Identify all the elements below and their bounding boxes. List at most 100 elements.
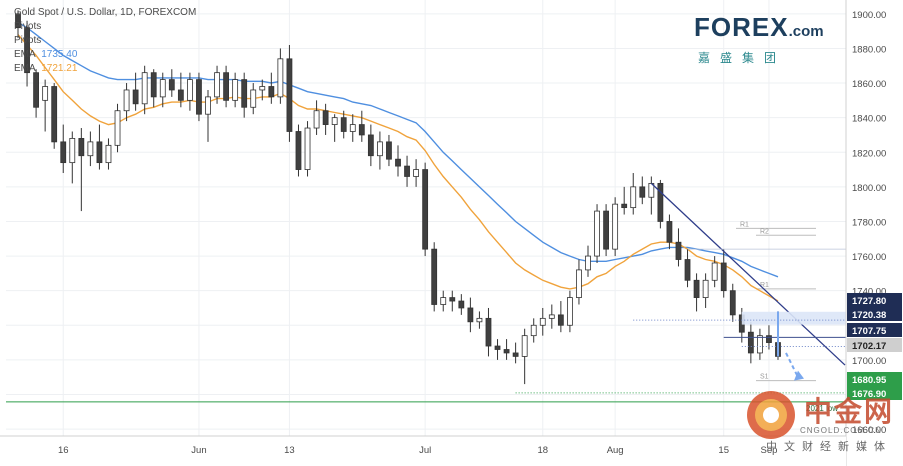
candle-body [78, 138, 85, 157]
candle-body [24, 27, 30, 74]
y-tick-label: 1800.00 [852, 183, 886, 194]
candle-body [639, 186, 646, 198]
price-tag-text: 1676.90 [852, 389, 886, 400]
candle-body [132, 89, 139, 105]
candle-body [205, 96, 211, 115]
candle-body [214, 72, 220, 98]
price-tag-text: 1680.95 [852, 375, 887, 386]
candle-body [223, 72, 229, 101]
candle-body [594, 210, 600, 257]
drawing-annotations [633, 182, 846, 381]
y-tick-label: 1760.00 [852, 252, 886, 263]
candle-body [295, 131, 302, 170]
candle-body [377, 141, 383, 157]
candle-body [476, 317, 483, 323]
candle-body [413, 169, 419, 177]
watermark-tagline: 中文财经新媒体 [766, 440, 892, 453]
price-tag-bg [847, 307, 902, 321]
candle-body [449, 297, 456, 302]
candle-body [367, 134, 374, 157]
price-tag-text: 1702.17 [852, 341, 886, 352]
candle-body [196, 79, 202, 115]
candle-body [141, 72, 148, 105]
candle-body [386, 141, 392, 160]
y-tick-label: 1900.00 [852, 10, 886, 21]
candle-body [675, 241, 682, 260]
candle-body [177, 89, 184, 101]
projection-arrow [785, 352, 799, 378]
candle-body [603, 210, 609, 250]
candle-body [422, 169, 429, 250]
candle-body [431, 248, 438, 305]
y-tick-label: 1780.00 [852, 217, 886, 228]
candlestick-series [15, 10, 781, 385]
price-tag-bg [847, 338, 902, 352]
candle-body [729, 290, 736, 316]
candle-body [232, 79, 239, 101]
pivot-label: S1 [760, 374, 769, 381]
downtrend-line [650, 182, 846, 366]
candle-body [711, 262, 718, 281]
candle-body [720, 262, 727, 292]
y-tick-label: 1740.00 [852, 287, 886, 298]
candle-body [548, 314, 555, 319]
candle-body [159, 79, 166, 98]
y-tick-label: 1660.00 [852, 425, 886, 436]
candle-body [60, 141, 67, 164]
candle-body [277, 58, 284, 98]
candle-body [404, 165, 410, 177]
pivots-indicator-1[interactable]: Pivots [14, 21, 42, 32]
x-tick-label: 15 [718, 445, 729, 456]
candle-body [42, 86, 49, 101]
cngold-logo-icon [747, 391, 795, 439]
ema-fast-indicator[interactable]: EMA 1721.21 [14, 62, 196, 76]
y-tick-label: 1860.00 [852, 79, 886, 90]
projection-arrow-head [794, 370, 804, 381]
support-label: 2021 low [806, 404, 838, 413]
candle-body [150, 72, 157, 98]
symbol-title[interactable]: Gold Spot / U.S. Dollar, 1D, FOREXCOM [14, 7, 197, 18]
x-tick-label: Aug [607, 445, 624, 456]
candle-body [747, 331, 754, 354]
candle-body [358, 124, 365, 136]
y-tick-label: 1880.00 [852, 44, 886, 55]
candle-body [250, 89, 257, 108]
candle-body [576, 269, 582, 298]
candle-body [621, 203, 628, 209]
logo-dotcom: .com [788, 23, 824, 40]
ema-fast-name: EMA [14, 63, 36, 74]
resistance-zone [741, 311, 846, 325]
candle-body [268, 86, 275, 98]
pivot-label: R1 [760, 282, 769, 289]
price-tag-bg [847, 386, 902, 400]
time-axis[interactable]: 16 Jun 13 Jul 18 Aug 15 Sep [0, 435, 846, 466]
candle-body [313, 110, 320, 129]
logo-word: FOREX [694, 12, 789, 42]
candle-body [331, 117, 338, 125]
candle-body [657, 182, 664, 222]
candle-body [494, 345, 501, 350]
pivot-label: R2 [760, 228, 769, 235]
y-tick-label: 1820.00 [852, 148, 886, 159]
ema-slow-indicator[interactable]: EMA 1735.40 [14, 48, 196, 62]
y-tick-label: 1700.00 [852, 356, 886, 367]
x-tick-label: 16 [58, 445, 69, 456]
logo-wordmark: FOREX.com [694, 14, 824, 45]
candle-body [340, 117, 347, 132]
candle-body [241, 79, 248, 108]
candle-body [666, 221, 673, 243]
pivots-indicator-2[interactable]: Pivots [14, 35, 42, 46]
logo-chinese-name: 嘉盛集团 [698, 51, 787, 65]
candle-body [521, 335, 528, 357]
candle-body [612, 203, 619, 250]
candle-body [630, 186, 637, 209]
candle-body [259, 86, 266, 91]
candle-body [187, 79, 193, 101]
chart-legend: Gold Spot / U.S. Dollar, 1D, FOREXCOM Pi… [14, 6, 196, 76]
ema-slow-value: 1735.40 [41, 49, 78, 60]
candle-body [693, 279, 700, 298]
forex-logo: FOREX.com 嘉盛集团 [694, 14, 824, 66]
ema-fast-value: 1721.21 [41, 63, 78, 74]
candle-body [503, 349, 510, 354]
